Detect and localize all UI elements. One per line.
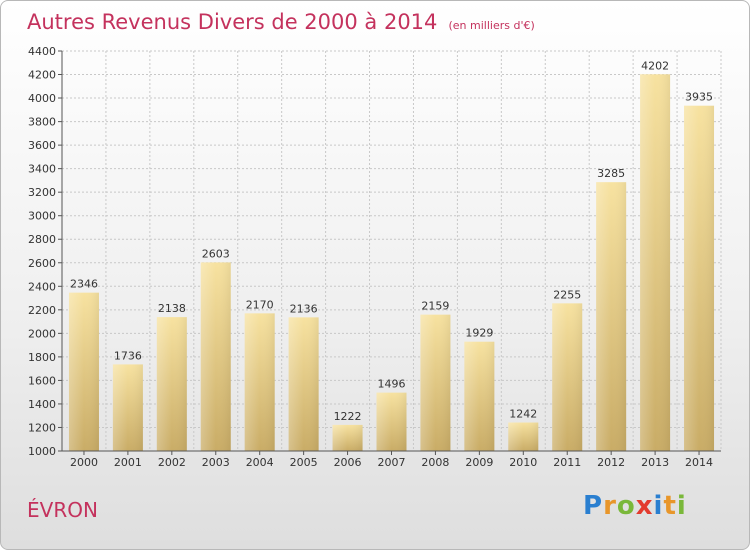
y-tick-label: 1200 [28,421,56,434]
bar-highlight [640,74,671,451]
title-block: Autres Revenus Divers de 2000 à 2014 (en… [27,10,535,34]
value-label: 1222 [334,410,362,423]
value-label: 2138 [158,302,186,315]
value-label: 4202 [641,59,669,72]
y-tick-label: 1800 [28,351,56,364]
logo-letter: r [603,491,617,521]
y-tick-label: 3400 [28,163,56,176]
logo-letter: i [653,491,664,521]
logo-letter: o [616,491,636,521]
y-tick-label: 1000 [28,445,56,458]
y-tick-label: 2000 [28,327,56,340]
y-tick-label: 3000 [28,210,56,223]
chart-subtitle: (en milliers d'€) [448,19,535,32]
bar-highlight [420,314,451,451]
value-label: 2136 [290,302,318,315]
y-tick-label: 4200 [28,69,56,82]
y-tick-label: 4400 [28,45,56,58]
bars [68,74,715,452]
x-tick-label: 2014 [685,456,713,469]
bar-highlight [112,364,143,451]
y-tick-label: 3800 [28,116,56,129]
value-label: 2255 [553,288,581,301]
value-label: 3935 [685,91,713,104]
city-name: ÉVRON [27,498,98,522]
value-label: 3285 [597,167,625,180]
logo-letter: x [635,491,654,521]
bar-highlight [508,422,539,451]
bar-highlight [332,424,363,451]
x-tick-label: 2000 [70,456,98,469]
x-tick-label: 2011 [553,456,581,469]
x-tick-label: 2008 [421,456,449,469]
y-tick-label: 2400 [28,280,56,293]
bar-highlight [244,313,275,451]
x-tick-label: 2012 [597,456,625,469]
x-tick-label: 2003 [202,456,230,469]
y-tick-label: 1600 [28,374,56,387]
logo-letter: t [663,491,677,521]
bar-highlight [200,262,231,451]
value-label: 1929 [465,327,493,340]
x-tick-label: 2006 [334,456,362,469]
value-label: 2603 [202,247,230,260]
bar-highlight [376,392,407,451]
value-label: 1242 [509,408,537,421]
bar-highlight [464,341,495,451]
axes: 1000 1200 1400 1600 1800 2000 2200 2400 2600 2800… [28,45,721,469]
value-label: 1496 [378,378,406,391]
chart-title: Autres Revenus Divers de 2000 à 2014 [27,10,438,34]
y-tick-label: 4000 [28,92,56,105]
bar-highlight [156,317,187,451]
x-tick-label: 2005 [290,456,318,469]
y-tick-label: 2600 [28,257,56,270]
bar-highlight [288,317,319,451]
value-label: 2170 [246,298,274,311]
x-tick-label: 2001 [114,456,142,469]
bar-highlight [552,303,583,451]
y-tick-label: 1400 [28,398,56,411]
value-labels: 2346 1736 2138 2603 2170 2136 1222 1496 2159 1929… [70,59,713,423]
value-label: 1736 [114,349,142,362]
bar-highlight [596,182,627,452]
bar-highlight [68,292,99,451]
x-tick-label: 2002 [158,456,186,469]
x-tick-label: 2004 [246,456,274,469]
y-tick-label: 3600 [28,139,56,152]
x-tick-label: 2009 [465,456,493,469]
proxiti-logo: Proxiti [583,491,687,521]
y-tick-label: 2800 [28,233,56,246]
y-tick-label: 2200 [28,304,56,317]
value-label: 2159 [421,300,449,313]
x-tick-label: 2010 [509,456,537,469]
y-tick-label: 3200 [28,186,56,199]
x-tick-label: 2013 [641,456,669,469]
logo-letter: i [676,491,687,521]
bar-highlight [684,105,715,452]
logo-letter: P [583,491,604,521]
value-label: 2346 [70,278,98,291]
x-tick-label: 2007 [378,456,406,469]
